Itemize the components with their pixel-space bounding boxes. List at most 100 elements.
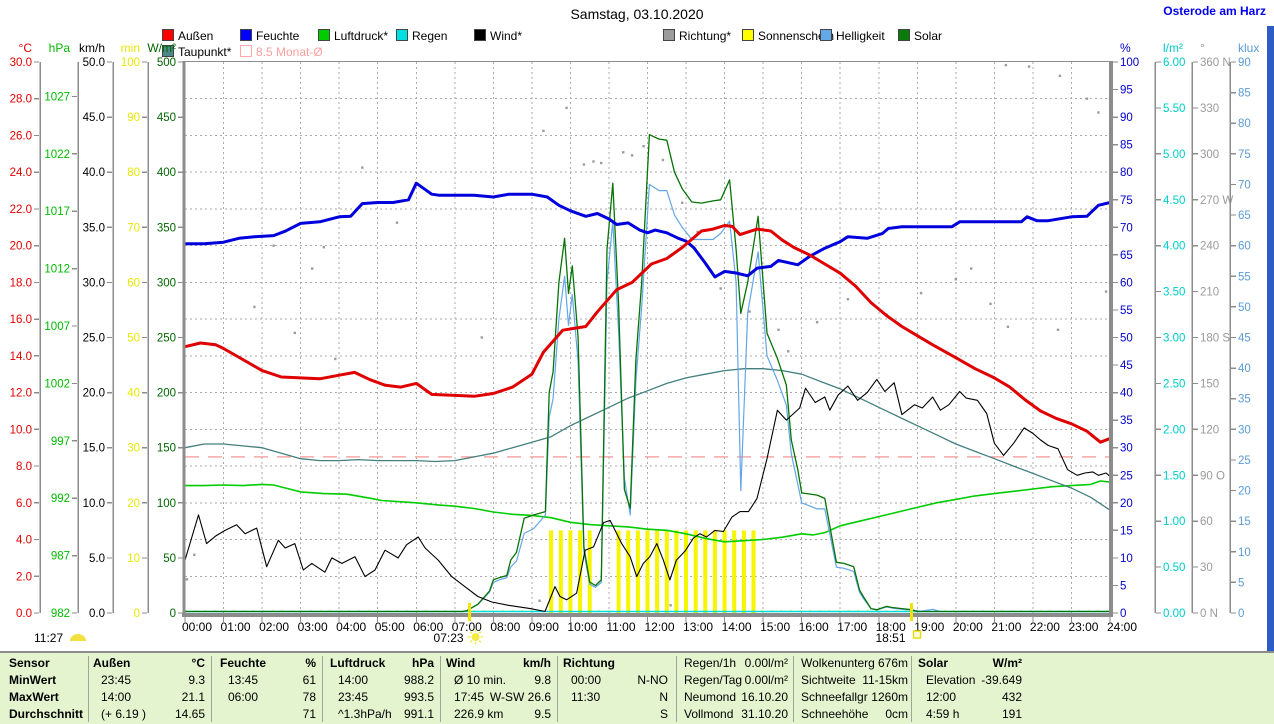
table-separator [211, 656, 212, 722]
table-separator [557, 656, 558, 722]
tick-label: 60 [1238, 241, 1251, 253]
tick-label: 85 [1120, 140, 1133, 152]
col-header-richtung: Richtung [563, 656, 615, 670]
axis-title-min: min [121, 41, 140, 55]
tick-label: 65 [1120, 250, 1133, 262]
legend-item-richtung-[interactable]: Richtung* [663, 29, 731, 43]
feuchte-label: 06:00 [228, 690, 259, 704]
time-tick-label: 12:00 [644, 620, 674, 634]
tick-label: 30 [127, 443, 140, 455]
luftdruck-label: ^1.3hPa/h [338, 707, 392, 721]
time-tick-label: 03:00 [298, 620, 328, 634]
legend-item-luftdruck-[interactable]: Luftdruck* [318, 29, 388, 43]
atmosphaere-label: Schneehöhe [801, 707, 869, 721]
tick-label: 450 [157, 112, 176, 124]
tick-label: 4.00 [1163, 241, 1185, 253]
station-link[interactable]: Osterode am Harz [1163, 4, 1266, 18]
legend-item-taupunkt-[interactable]: Taupunkt* [162, 45, 231, 59]
legend-swatch [162, 29, 174, 41]
tick-label: 28.0 [10, 94, 32, 106]
series-luftdruck [185, 480, 1111, 543]
tick-label: 10 [1120, 553, 1133, 565]
time-tick-label: 24:00 [1107, 620, 1137, 634]
tick-label: 100 [157, 498, 176, 510]
tick-label: 180 S [1200, 333, 1230, 345]
regen-mond-value: 0.00l/m² [744, 673, 788, 687]
atmosphaere-label: Schneefallgr [801, 690, 868, 704]
tick-label: 30 [1200, 562, 1213, 574]
tick-label: 2.00 [1163, 424, 1185, 436]
time-tick-label: 18:00 [876, 620, 906, 634]
tick-label: 1027 [44, 91, 70, 103]
tick-label: 25.0 [83, 333, 105, 345]
legend-swatch [820, 29, 832, 41]
time-tick-label: 04:00 [336, 620, 366, 634]
tick-label: 25 [1238, 455, 1251, 467]
legend-item-solar[interactable]: Solar [898, 29, 942, 43]
tick-label: 12.0 [10, 388, 32, 400]
tick-label: 5.00 [1163, 149, 1185, 161]
legend-swatch [318, 29, 330, 41]
time-tick-label: 11:00 [606, 620, 635, 634]
tick-label: 1.00 [1163, 516, 1185, 528]
time-tick-label: 21:00 [991, 620, 1021, 634]
legend-swatch [396, 29, 408, 41]
solar-value: 432 [1001, 690, 1022, 704]
tick-label: 400 [157, 167, 176, 179]
sunrise-icon [468, 629, 484, 645]
time-tick-label: 02:00 [259, 620, 289, 634]
atmosphaere-label: Sichtweite [801, 673, 856, 687]
tick-label: 5 [1238, 577, 1244, 589]
time-tick-label: 17:00 [837, 620, 867, 634]
tick-label: 120 [1200, 424, 1219, 436]
tick-label: 0.0 [16, 608, 32, 620]
legend-label: Sonnenschein [758, 29, 835, 43]
time-tick-label: 05:00 [375, 620, 405, 634]
legend-item-au-en[interactable]: Außen [162, 29, 213, 43]
time-tick-label: 06:00 [413, 620, 443, 634]
richtung-value: N [659, 690, 668, 704]
tick-label: 80 [127, 167, 140, 179]
tick-label: 30 [1120, 443, 1133, 455]
legend-item-8-5-monat-[interactable]: 8.5 Monat-Ø [240, 45, 323, 59]
tick-label: 55 [1120, 305, 1133, 317]
tick-label: 0.0 [89, 608, 105, 620]
tick-label: 100 [1120, 57, 1139, 69]
tick-label: 20.0 [10, 241, 32, 253]
legend-item-feuchte[interactable]: Feuchte [240, 29, 299, 43]
axis-title-lm2: l/m² [1163, 41, 1183, 55]
legend-item-regen[interactable]: Regen [396, 29, 447, 43]
legend-item-wind-[interactable]: Wind* [474, 29, 522, 43]
table-separator [793, 656, 794, 722]
sensor-statistics-table: Sensor MinWert MaxWert Durchschnitt Außen °C 2… [0, 651, 1274, 724]
tick-label: 5.0 [89, 553, 105, 565]
aussen-label: (+ 6.19 ) [101, 707, 147, 721]
axis-title-wm2: W/m² [147, 41, 176, 55]
aussen-value: 14.65 [174, 707, 205, 721]
tick-label: 20 [1120, 498, 1133, 510]
series-taupunkt [184, 368, 1111, 511]
legend-item-sonnenschein[interactable]: Sonnenschein [742, 29, 835, 43]
tick-label: 2.50 [1163, 378, 1185, 390]
time-tick-label: 20:00 [953, 620, 983, 634]
regen-mond-label: Regen/1h [684, 656, 737, 670]
plot-gridlines [185, 62, 1110, 613]
series-solar [185, 134, 1110, 613]
tick-label: 24.0 [10, 167, 32, 179]
solar-label: 12:00 [926, 690, 957, 704]
time-tick-label: 16:00 [799, 620, 829, 634]
tick-label: 0 [170, 608, 176, 620]
tick-label: 0 [1120, 608, 1126, 620]
luftdruck-value: 993.5 [403, 690, 434, 704]
solar-label: 4:59 h [926, 707, 960, 721]
wind-label: 226.9 km [454, 707, 504, 721]
tick-label: 45 [1120, 360, 1133, 372]
tick-label: 3.50 [1163, 287, 1185, 299]
atmosphaere-value: 0cm [885, 707, 908, 721]
regen-mond-value: 16.10.20 [741, 690, 788, 704]
tick-label: 50 [1120, 333, 1133, 345]
legend-item-helligkeit[interactable]: Helligkeit [820, 29, 885, 43]
time-tick-label: 01:00 [221, 620, 251, 634]
